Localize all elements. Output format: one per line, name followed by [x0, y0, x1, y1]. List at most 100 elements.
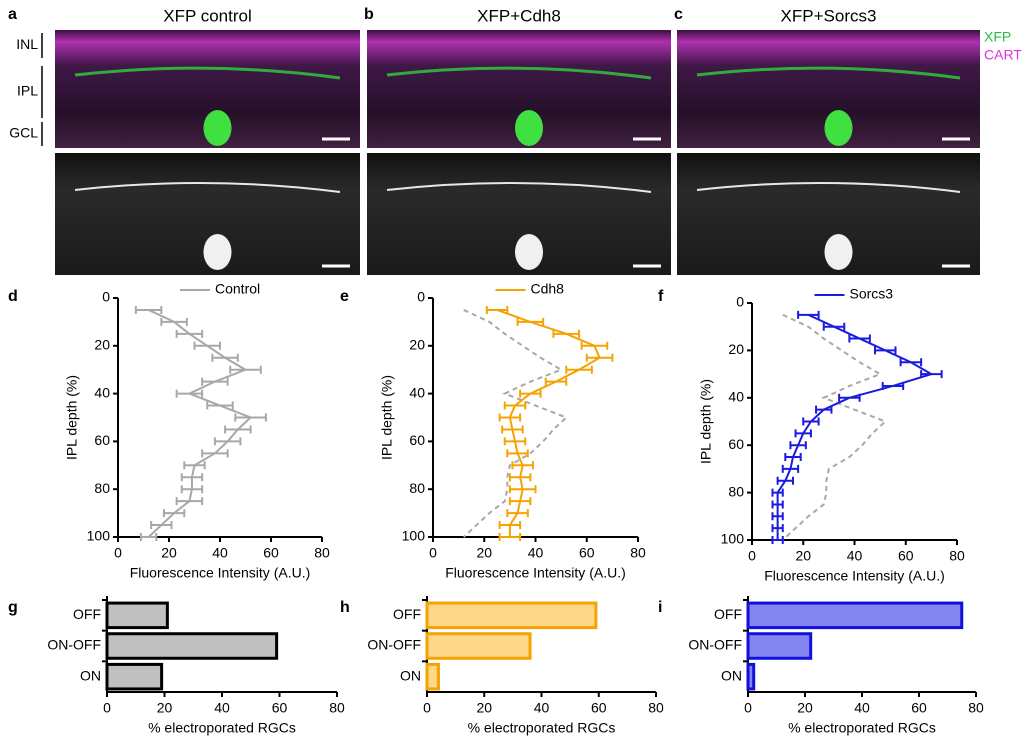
- error-bar: [585, 353, 614, 362]
- x-tick-label: 80: [648, 700, 664, 716]
- error-bar: [848, 334, 871, 343]
- error-bar: [201, 449, 229, 458]
- x-tick-label: 20: [161, 545, 177, 561]
- category-label: ON: [721, 667, 742, 683]
- error-bar: [802, 417, 820, 426]
- y-tick-label: 80: [94, 480, 110, 496]
- y-tick-label: 20: [94, 337, 110, 353]
- y-tick-label: 20: [409, 337, 425, 353]
- x-tick-label: 80: [968, 700, 984, 716]
- category-label: OFF: [714, 606, 742, 622]
- error-bar: [508, 485, 537, 494]
- error-bar: [234, 413, 267, 422]
- error-bar: [229, 365, 262, 374]
- error-bar: [139, 533, 158, 541]
- error-bar: [180, 473, 204, 482]
- y-tick-label: 100: [402, 528, 426, 544]
- error-bar: [503, 437, 527, 446]
- y-tick-label: 40: [94, 384, 110, 400]
- error-bar: [206, 401, 234, 410]
- panel-letter: g: [8, 599, 18, 616]
- category-label: OFF: [73, 606, 101, 622]
- x-tick-label: 40: [212, 545, 228, 561]
- error-bar: [508, 497, 532, 506]
- bar: [425, 632, 532, 660]
- error-bar: [899, 358, 923, 367]
- x-tick-label: 20: [476, 700, 492, 716]
- soma-gray: [203, 234, 232, 270]
- y-tick-label: 60: [94, 432, 110, 448]
- x-tick-label: 40: [214, 700, 230, 716]
- error-bar: [920, 370, 943, 379]
- error-bar: [771, 524, 784, 533]
- x-tick-label: 40: [534, 700, 550, 716]
- x-tick-label: 60: [272, 700, 288, 716]
- layer-label: GCL: [9, 125, 38, 141]
- y-axis-label: IPL depth (%): [698, 379, 714, 464]
- x-tick-label: 40: [528, 545, 544, 561]
- y-tick-label: 60: [409, 432, 425, 448]
- error-bar: [552, 329, 581, 338]
- neuron-arbor-gray: [74, 181, 341, 193]
- error-bar: [213, 437, 242, 446]
- x-tick-label: 0: [748, 548, 756, 564]
- y-tick-label: 100: [87, 528, 111, 544]
- y-axis-label: IPL depth (%): [379, 375, 395, 460]
- x-tick-label: 0: [423, 700, 431, 716]
- bar: [425, 662, 440, 691]
- error-bar: [193, 341, 221, 350]
- x-axis-label: % electroporated RGCs: [468, 720, 616, 736]
- error-bar: [794, 429, 812, 438]
- panel-letter: i: [658, 599, 662, 616]
- error-bar: [498, 533, 522, 541]
- x-tick-label: 0: [429, 545, 437, 561]
- soma-gray: [824, 234, 853, 270]
- error-bar: [501, 425, 524, 434]
- error-bar: [485, 305, 509, 314]
- bar: [105, 662, 164, 691]
- error-bar: [183, 461, 206, 470]
- y-axis-label: IPL depth (%): [64, 375, 80, 460]
- error-bar: [519, 389, 542, 398]
- error-bar: [160, 317, 188, 326]
- x-tick-label: 80: [314, 545, 330, 561]
- x-tick-label: 60: [911, 700, 927, 716]
- error-bar: [506, 509, 529, 518]
- panel-letter: c: [674, 6, 683, 23]
- error-bar: [815, 405, 833, 414]
- error-bar: [580, 341, 609, 350]
- y-tick-label: 20: [728, 341, 744, 357]
- layer-label: INL: [16, 36, 38, 52]
- error-bar: [211, 353, 239, 362]
- error-bar: [150, 521, 173, 530]
- error-bar: [771, 536, 784, 544]
- x-axis-label: Fluorescence Intensity (A.U.): [130, 565, 311, 581]
- x-tick-label: 80: [329, 700, 345, 716]
- x-tick-label: 80: [630, 545, 646, 561]
- stain-label: CART: [984, 47, 1022, 63]
- y-tick-label: 100: [721, 531, 745, 547]
- neuron-arbor: [74, 66, 341, 80]
- bar: [425, 601, 598, 630]
- profile-line: [496, 309, 601, 537]
- x-tick-label: 0: [744, 700, 752, 716]
- y-tick-label: 60: [728, 436, 744, 452]
- error-bar: [544, 377, 568, 386]
- y-tick-label: 0: [736, 294, 744, 310]
- y-tick-label: 80: [409, 480, 425, 496]
- error-bar: [180, 485, 204, 494]
- y-tick-label: 0: [417, 289, 425, 305]
- category-label: OFF: [393, 606, 421, 622]
- error-bar: [771, 488, 784, 497]
- error-bar: [175, 497, 204, 506]
- category-label: ON-OFF: [688, 637, 742, 653]
- error-bar: [503, 401, 527, 410]
- profile-line: [147, 309, 253, 538]
- error-bar: [771, 512, 784, 521]
- error-bar: [784, 453, 802, 462]
- soma: [515, 110, 543, 146]
- panel-letter: f: [658, 288, 664, 305]
- error-bar: [175, 329, 204, 338]
- error-bar: [789, 441, 807, 450]
